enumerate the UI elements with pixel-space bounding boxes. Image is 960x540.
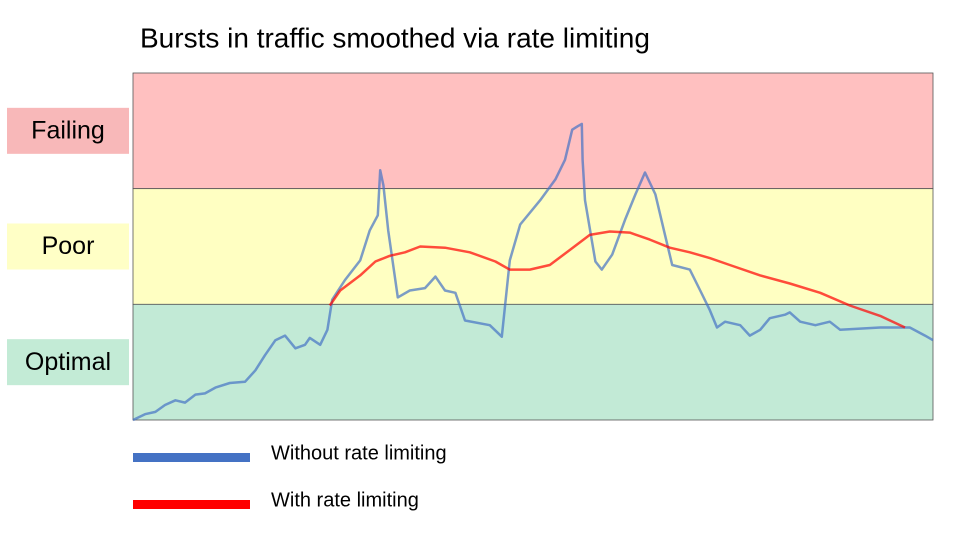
band-label-box <box>7 339 129 386</box>
legend-label: Without rate limiting <box>271 442 447 464</box>
band <box>132 188 934 305</box>
legend-label: With rate limiting <box>271 489 419 511</box>
band-label: Failing <box>31 116 105 144</box>
chart-title: Bursts in traffic smoothed via rate limi… <box>140 22 650 53</box>
band-label: Poor <box>42 232 95 260</box>
legend-swatch <box>133 500 250 509</box>
band-label-box <box>7 107 129 154</box>
series-line <box>328 230 906 329</box>
legend-swatch <box>133 453 250 462</box>
band <box>132 72 934 190</box>
band <box>132 303 934 421</box>
band-label-box <box>7 223 129 270</box>
band-label: Optimal <box>25 348 111 376</box>
series-line <box>132 122 934 422</box>
